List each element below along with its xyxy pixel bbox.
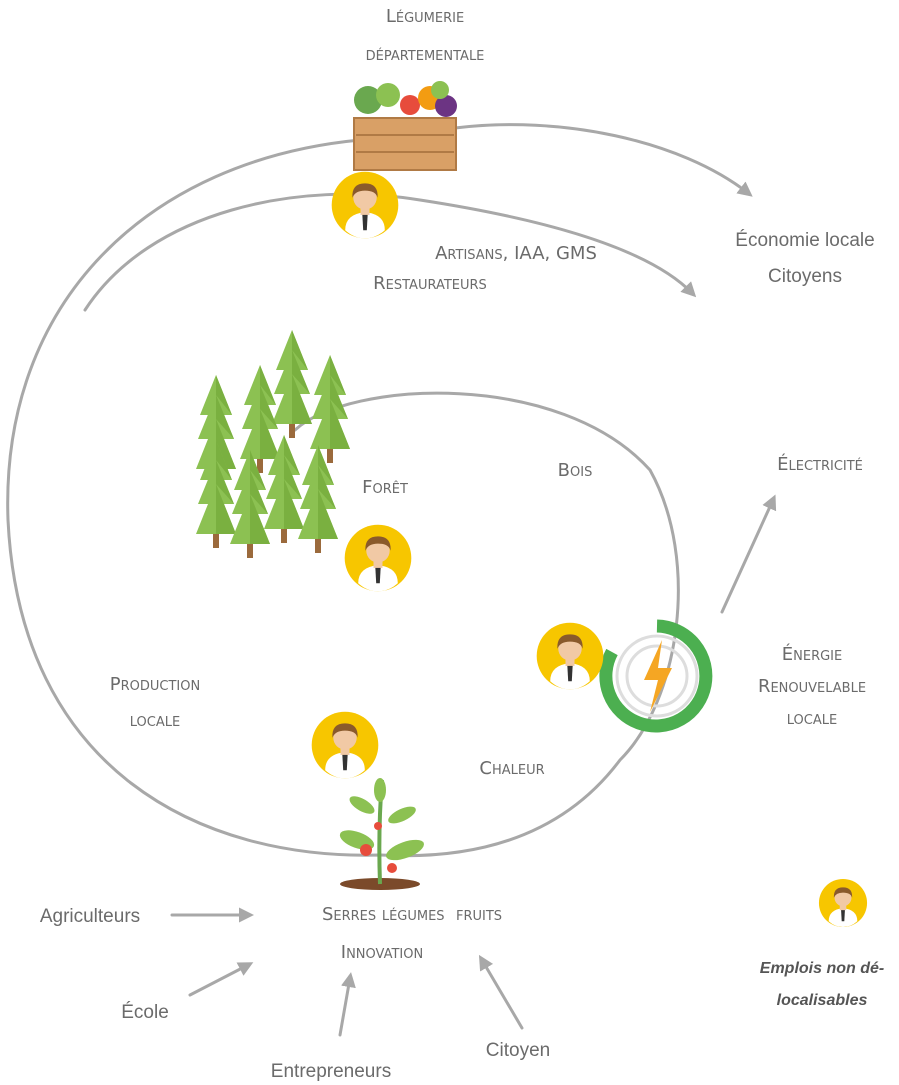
label: Restaurateurs — [373, 273, 487, 294]
label: locale — [787, 708, 837, 729]
diagram: Légumerie départementale Artisans, IAA, … — [0, 0, 899, 1085]
energy-icon — [606, 626, 706, 726]
legend-icon — [819, 879, 867, 927]
job-icon — [312, 712, 379, 779]
label: École — [121, 1002, 169, 1023]
input-arrow — [190, 965, 248, 995]
label: Électricité — [777, 453, 863, 475]
label: départementale — [366, 44, 485, 65]
label: Citoyen — [486, 1040, 550, 1061]
crate-icon — [354, 81, 457, 170]
input-arrow — [340, 978, 350, 1035]
label: locale — [130, 710, 180, 731]
job-icon — [332, 172, 399, 239]
job-icon — [537, 623, 604, 690]
label: Chaleur — [479, 758, 544, 779]
label: Innovation — [341, 942, 423, 963]
label: Entrepreneurs — [271, 1061, 391, 1082]
label: Agriculteurs — [40, 906, 140, 927]
forest-icon — [196, 330, 350, 558]
label: Artisans, IAA, GMS — [435, 243, 597, 264]
label: Production — [110, 674, 200, 695]
label: Forêt — [362, 477, 408, 498]
label: Renouvelable — [758, 676, 866, 697]
legend-text: localisables — [777, 992, 868, 1009]
label: Légumerie — [386, 6, 464, 27]
label: Énergie — [782, 643, 842, 665]
plant-icon — [337, 778, 426, 890]
label: Bois — [558, 460, 593, 481]
job-icon — [345, 525, 412, 592]
legend-text: Emplois non dé- — [760, 960, 884, 977]
electricity-arrow — [722, 500, 773, 612]
label: Citoyens — [768, 266, 842, 287]
label: Économie locale — [735, 230, 874, 251]
label: Serres légumes fruits — [322, 904, 502, 925]
economy-flow — [455, 125, 748, 193]
input-arrow — [482, 960, 522, 1028]
